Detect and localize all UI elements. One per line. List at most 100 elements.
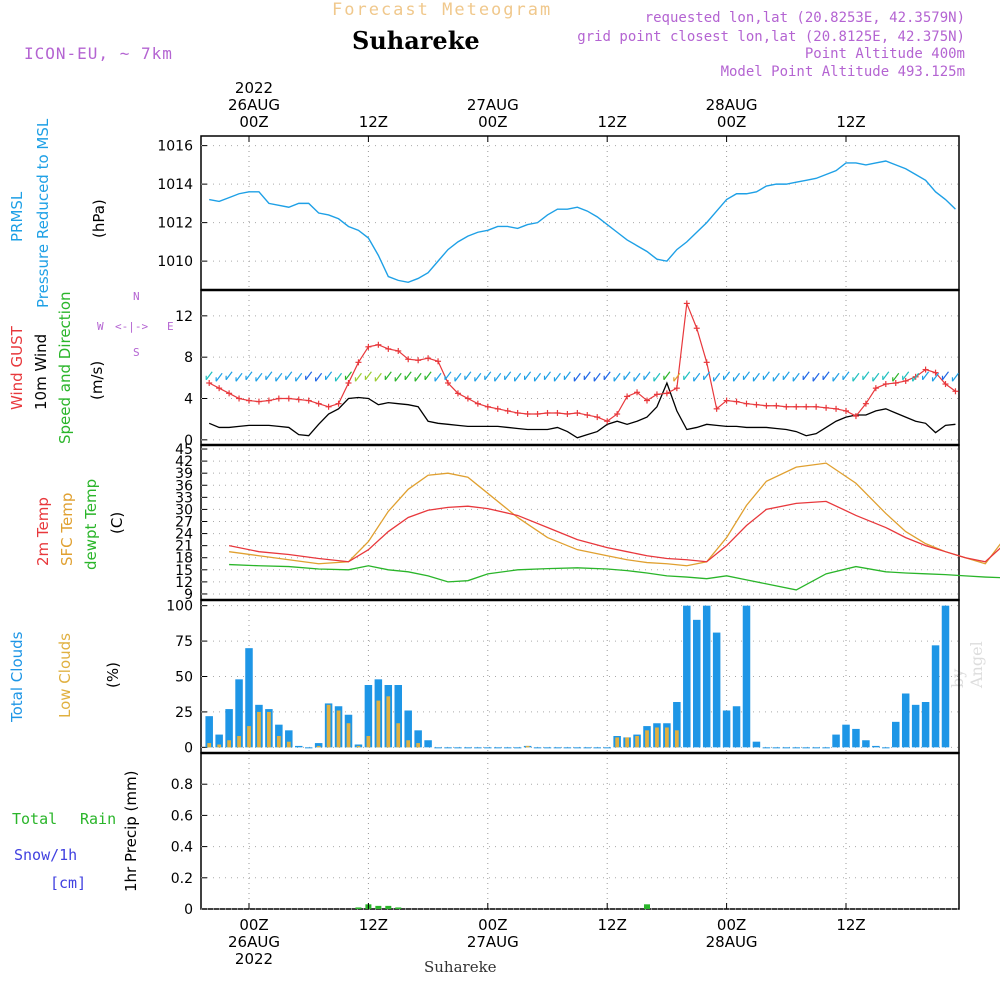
- wind-dir-arrow: [683, 371, 691, 381]
- wind-dir-arrow: [822, 371, 830, 381]
- total-cloud-bar: [752, 741, 761, 748]
- total-cloud-bar: [494, 747, 502, 749]
- wind-dir-arrow: [414, 372, 422, 382]
- point-altitude: Point Altitude 400m: [804, 46, 965, 62]
- top-time-label: 26AUG: [228, 96, 280, 114]
- wind-dir-arrow: [792, 372, 800, 382]
- total-cloud-bar: [484, 747, 492, 749]
- clouds-tick-label: 0: [184, 740, 193, 756]
- top-time-label: 12Z: [598, 113, 627, 131]
- total-cloud-bar: [921, 702, 930, 748]
- total-cloud-bar: [911, 704, 920, 748]
- low-cloud-bar: [635, 736, 639, 748]
- low-cloud-bar: [316, 745, 321, 748]
- temp-tick-label: 33: [175, 490, 193, 506]
- total-cloud-bar: [464, 747, 472, 749]
- temp-tick-label: 42: [175, 454, 193, 470]
- wind-dir-arrow: [812, 372, 820, 382]
- wind-dir-arrow: [723, 371, 731, 381]
- bottom-time-label: 12Z: [836, 916, 865, 934]
- total-cloud-bar: [603, 747, 611, 749]
- low-cloud-bar: [237, 736, 241, 748]
- wind-dir-arrow: [663, 371, 671, 381]
- wind-dir-arrow: [902, 371, 910, 381]
- low-cloud-bar: [366, 736, 371, 748]
- total-cloud-bar: [205, 716, 213, 748]
- precip-tick-label: 0.6: [171, 808, 193, 824]
- wind-dir-arrow: [563, 371, 571, 381]
- total-cloud-bar: [812, 747, 820, 749]
- wind-dir-arrow: [315, 372, 323, 382]
- total-cloud-bar: [563, 747, 572, 749]
- wind-dir-arrow: [573, 372, 581, 382]
- wind-dir-arrow: [494, 372, 502, 382]
- wind-dir-arrow: [912, 372, 920, 382]
- wind-dir-arrow: [514, 372, 522, 382]
- wind-dir-arrow: [882, 371, 890, 381]
- wind-tick-label: 12: [175, 309, 193, 325]
- bottom-time-label: 26AUG: [228, 933, 280, 951]
- wind-dir-arrow: [553, 372, 561, 382]
- wind-dir-arrow: [643, 371, 651, 381]
- wind-dir-arrow: [534, 372, 542, 382]
- total-cloud-bar: [404, 710, 412, 748]
- compass-arrows: <-|->: [115, 320, 148, 333]
- wind-dir-arrow: [225, 371, 233, 381]
- temp-tick-label: 45: [175, 442, 193, 458]
- total-cloud-bar: [802, 747, 810, 749]
- total-cloud-bar: [235, 679, 243, 748]
- temp-tick-label: 36: [175, 478, 193, 494]
- rain-bar: [395, 907, 402, 909]
- clouds-tick-label: 50: [175, 670, 193, 686]
- low-cloud-bar: [674, 730, 679, 748]
- total-cloud-bar: [434, 747, 442, 749]
- wind-dir-arrow: [743, 371, 750, 381]
- wind-dir-arrow: [653, 372, 661, 382]
- total-cloud-bar: [285, 730, 293, 748]
- wind-dir-arrow: [544, 371, 551, 381]
- low-cloud-bar: [346, 723, 351, 748]
- wind-dir-arrow: [454, 372, 462, 382]
- total-cloud-bar: [872, 745, 880, 748]
- total-cloud-bar: [394, 685, 402, 748]
- low-cloud-bar: [227, 740, 231, 748]
- total-cloud-bar: [354, 744, 363, 748]
- total-cloud-bar: [792, 747, 800, 749]
- low-cloud-bar: [267, 711, 271, 748]
- precip-cm-label: [cm]: [50, 874, 87, 892]
- temp-tick-label: 27: [175, 514, 193, 530]
- total-cloud-bar: [424, 740, 432, 748]
- bottom-time-label: 27AUG: [467, 933, 519, 951]
- total-cloud-bar: [364, 685, 373, 748]
- low-cloud-bar: [665, 727, 669, 748]
- wind-dir-arrow: [583, 371, 591, 381]
- wind-dir-arrow: [762, 371, 770, 381]
- panel-frame: [200, 444, 960, 601]
- total-cloud-bar: [782, 747, 791, 749]
- panel-frame: [200, 135, 960, 291]
- wind-dir-arrow: [932, 372, 940, 382]
- bottom-time-label: 00Z: [717, 916, 746, 934]
- wind-dir-arrow: [434, 372, 442, 382]
- temp-tick-label: 24: [175, 527, 193, 543]
- wind-dir-arrow: [305, 371, 313, 381]
- wind-dir-arrow: [345, 371, 352, 381]
- top-time-label: 28AUG: [706, 96, 758, 114]
- temp-tick-label: 18: [175, 551, 193, 567]
- wind-tick-label: 4: [184, 392, 193, 408]
- wind-dir-arrow: [404, 371, 412, 381]
- wind-dir-arrow: [275, 372, 283, 382]
- temp-tick-label: 30: [175, 502, 193, 518]
- total-cloud-bar: [314, 743, 323, 748]
- total-cloud-bar: [444, 747, 452, 749]
- wind-dir-arrow: [892, 372, 900, 382]
- total-cloud-bar: [533, 747, 542, 749]
- precip-tick-label: 0: [184, 902, 193, 918]
- clouds-tick-label: 100: [166, 599, 193, 615]
- wind-dir-arrow: [354, 372, 362, 382]
- total-cloud-bar: [513, 747, 522, 749]
- compass-n: N: [133, 290, 140, 303]
- precip-total-label: Total: [12, 810, 58, 828]
- low-cloud-bar: [336, 710, 341, 748]
